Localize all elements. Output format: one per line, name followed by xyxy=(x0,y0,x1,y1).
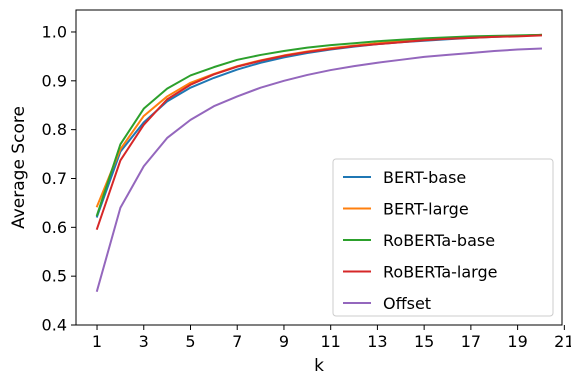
x-axis-label: k xyxy=(314,356,324,376)
y-tick-label: 0.6 xyxy=(42,218,67,237)
y-tick-label: 1.0 xyxy=(42,22,67,41)
x-tick-label: 5 xyxy=(185,332,195,351)
x-tick-label: 15 xyxy=(414,332,434,351)
y-tick-label: 0.8 xyxy=(42,120,67,139)
x-tick-label: 13 xyxy=(367,332,387,351)
x-tick-label: 1 xyxy=(92,332,102,351)
x-tick-label: 19 xyxy=(507,332,527,351)
legend-label-roberta-base: RoBERTa-base xyxy=(383,231,495,250)
y-tick-label: 0.4 xyxy=(42,316,67,335)
x-tick-label: 7 xyxy=(232,332,242,351)
legend-label-roberta-large: RoBERTa-large xyxy=(383,263,497,282)
legend-label-bert-large: BERT-large xyxy=(383,200,469,219)
y-tick-label: 0.5 xyxy=(42,267,67,286)
x-tick-label: 9 xyxy=(279,332,289,351)
legend-label-bert-base: BERT-base xyxy=(383,168,466,187)
plot-area xyxy=(95,33,543,293)
y-axis-label: Average Score xyxy=(9,106,29,229)
axes: 1 3 5 7 9 11 13 15 17 19 210.40.50.60.70.80.91.0 xyxy=(42,9,571,351)
x-tick-label: 17 xyxy=(461,332,481,351)
series-line-offset xyxy=(95,47,543,293)
axes-frame xyxy=(75,9,563,326)
series-line-roberta-base xyxy=(95,33,542,217)
x-tick-label: 11 xyxy=(321,332,341,351)
legend-box xyxy=(332,158,554,317)
y-tick-label: 0.9 xyxy=(42,71,67,90)
series-line-roberta-large xyxy=(95,34,543,231)
x-tick-label: 21 xyxy=(554,332,571,351)
legend-label-offset: Offset xyxy=(383,294,431,313)
y-tick-label: 0.7 xyxy=(42,169,67,188)
legend: BERT-base BERT-large RoBERTa-base RoBERTa-l… xyxy=(332,158,554,317)
x-tick-label: 3 xyxy=(139,332,149,351)
